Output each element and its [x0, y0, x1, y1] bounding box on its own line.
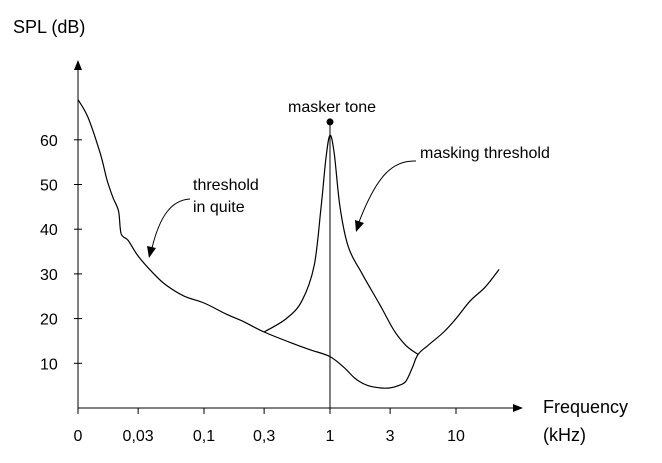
curve-masking-threshold: [263, 134, 419, 355]
threshold-in-quiet-arrow-line: [151, 198, 191, 249]
masking-threshold-arrowhead: [355, 220, 364, 232]
y-tick-label: 40: [40, 222, 58, 239]
y-tick-label: 10: [40, 356, 58, 373]
x-tick-label: 1: [326, 428, 335, 445]
y-tick-label: 30: [40, 267, 58, 284]
x-axis-title: Frequency: [543, 397, 628, 417]
y-axis-title: SPL (dB): [13, 17, 85, 37]
y-tick-label: 50: [40, 178, 58, 195]
masking-threshold-arrow-line: [358, 160, 417, 223]
y-ticks: 10 20 30 40 50 60: [40, 133, 82, 373]
threshold-in-quiet-label-1: threshold: [193, 177, 259, 194]
masking-threshold-label: masking threshold: [420, 145, 550, 162]
x-tick-label: 0,03: [123, 428, 154, 445]
x-tick-label: 0,3: [253, 428, 275, 445]
y-tick-label: 60: [40, 133, 58, 150]
masker-tone-dot: [326, 118, 334, 126]
threshold-in-quiet-arrowhead: [147, 246, 156, 258]
x-axis-arrow: [513, 404, 523, 412]
masker-tone-label: masker tone: [288, 99, 376, 116]
threshold-in-quiet-label-2: in quite: [193, 199, 245, 216]
y-axis-arrow: [74, 60, 82, 70]
curve-threshold-in-quiet: [77, 99, 500, 389]
x-tick-label: 0,1: [193, 428, 215, 445]
y-tick-label: 20: [40, 312, 58, 329]
x-ticks: 0 0,03 0,1 0,3 1 3 10: [74, 408, 465, 445]
x-axis-unit: (kHz): [543, 425, 586, 445]
x-tick-label: 3: [386, 428, 395, 445]
x-tick-label: 10: [447, 428, 465, 445]
x-tick-label: 0: [74, 428, 83, 445]
curves: [77, 99, 500, 389]
